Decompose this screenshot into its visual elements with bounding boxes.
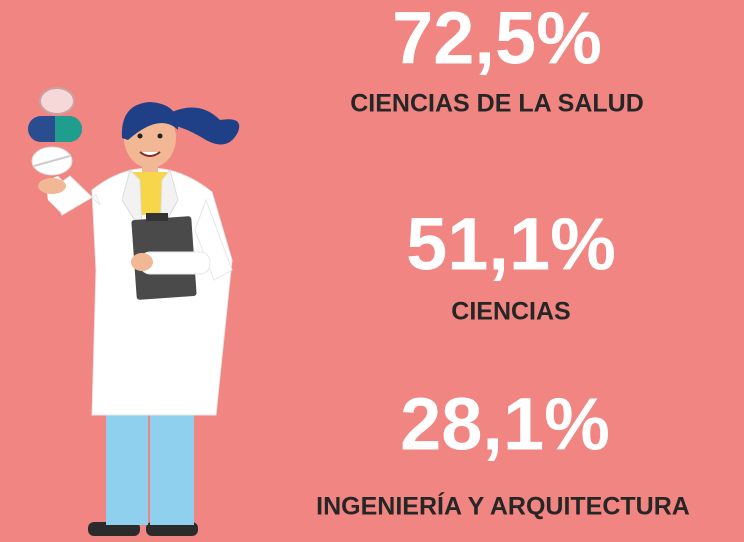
stat-value: 72,5% [392, 0, 602, 80]
stat-label: CIENCIAS [451, 298, 570, 326]
stat-label: CIENCIAS DE LA SALUD [350, 90, 644, 118]
stat-value: 51,1% [406, 203, 616, 286]
stat-label: INGENIERÍA Y ARQUITECTURA [316, 492, 690, 521]
infographic: 72,5% CIENCIAS DE LA SALUD 51,1% CIENCIA… [0, 0, 744, 542]
stat-value: 28,1% [400, 383, 610, 466]
